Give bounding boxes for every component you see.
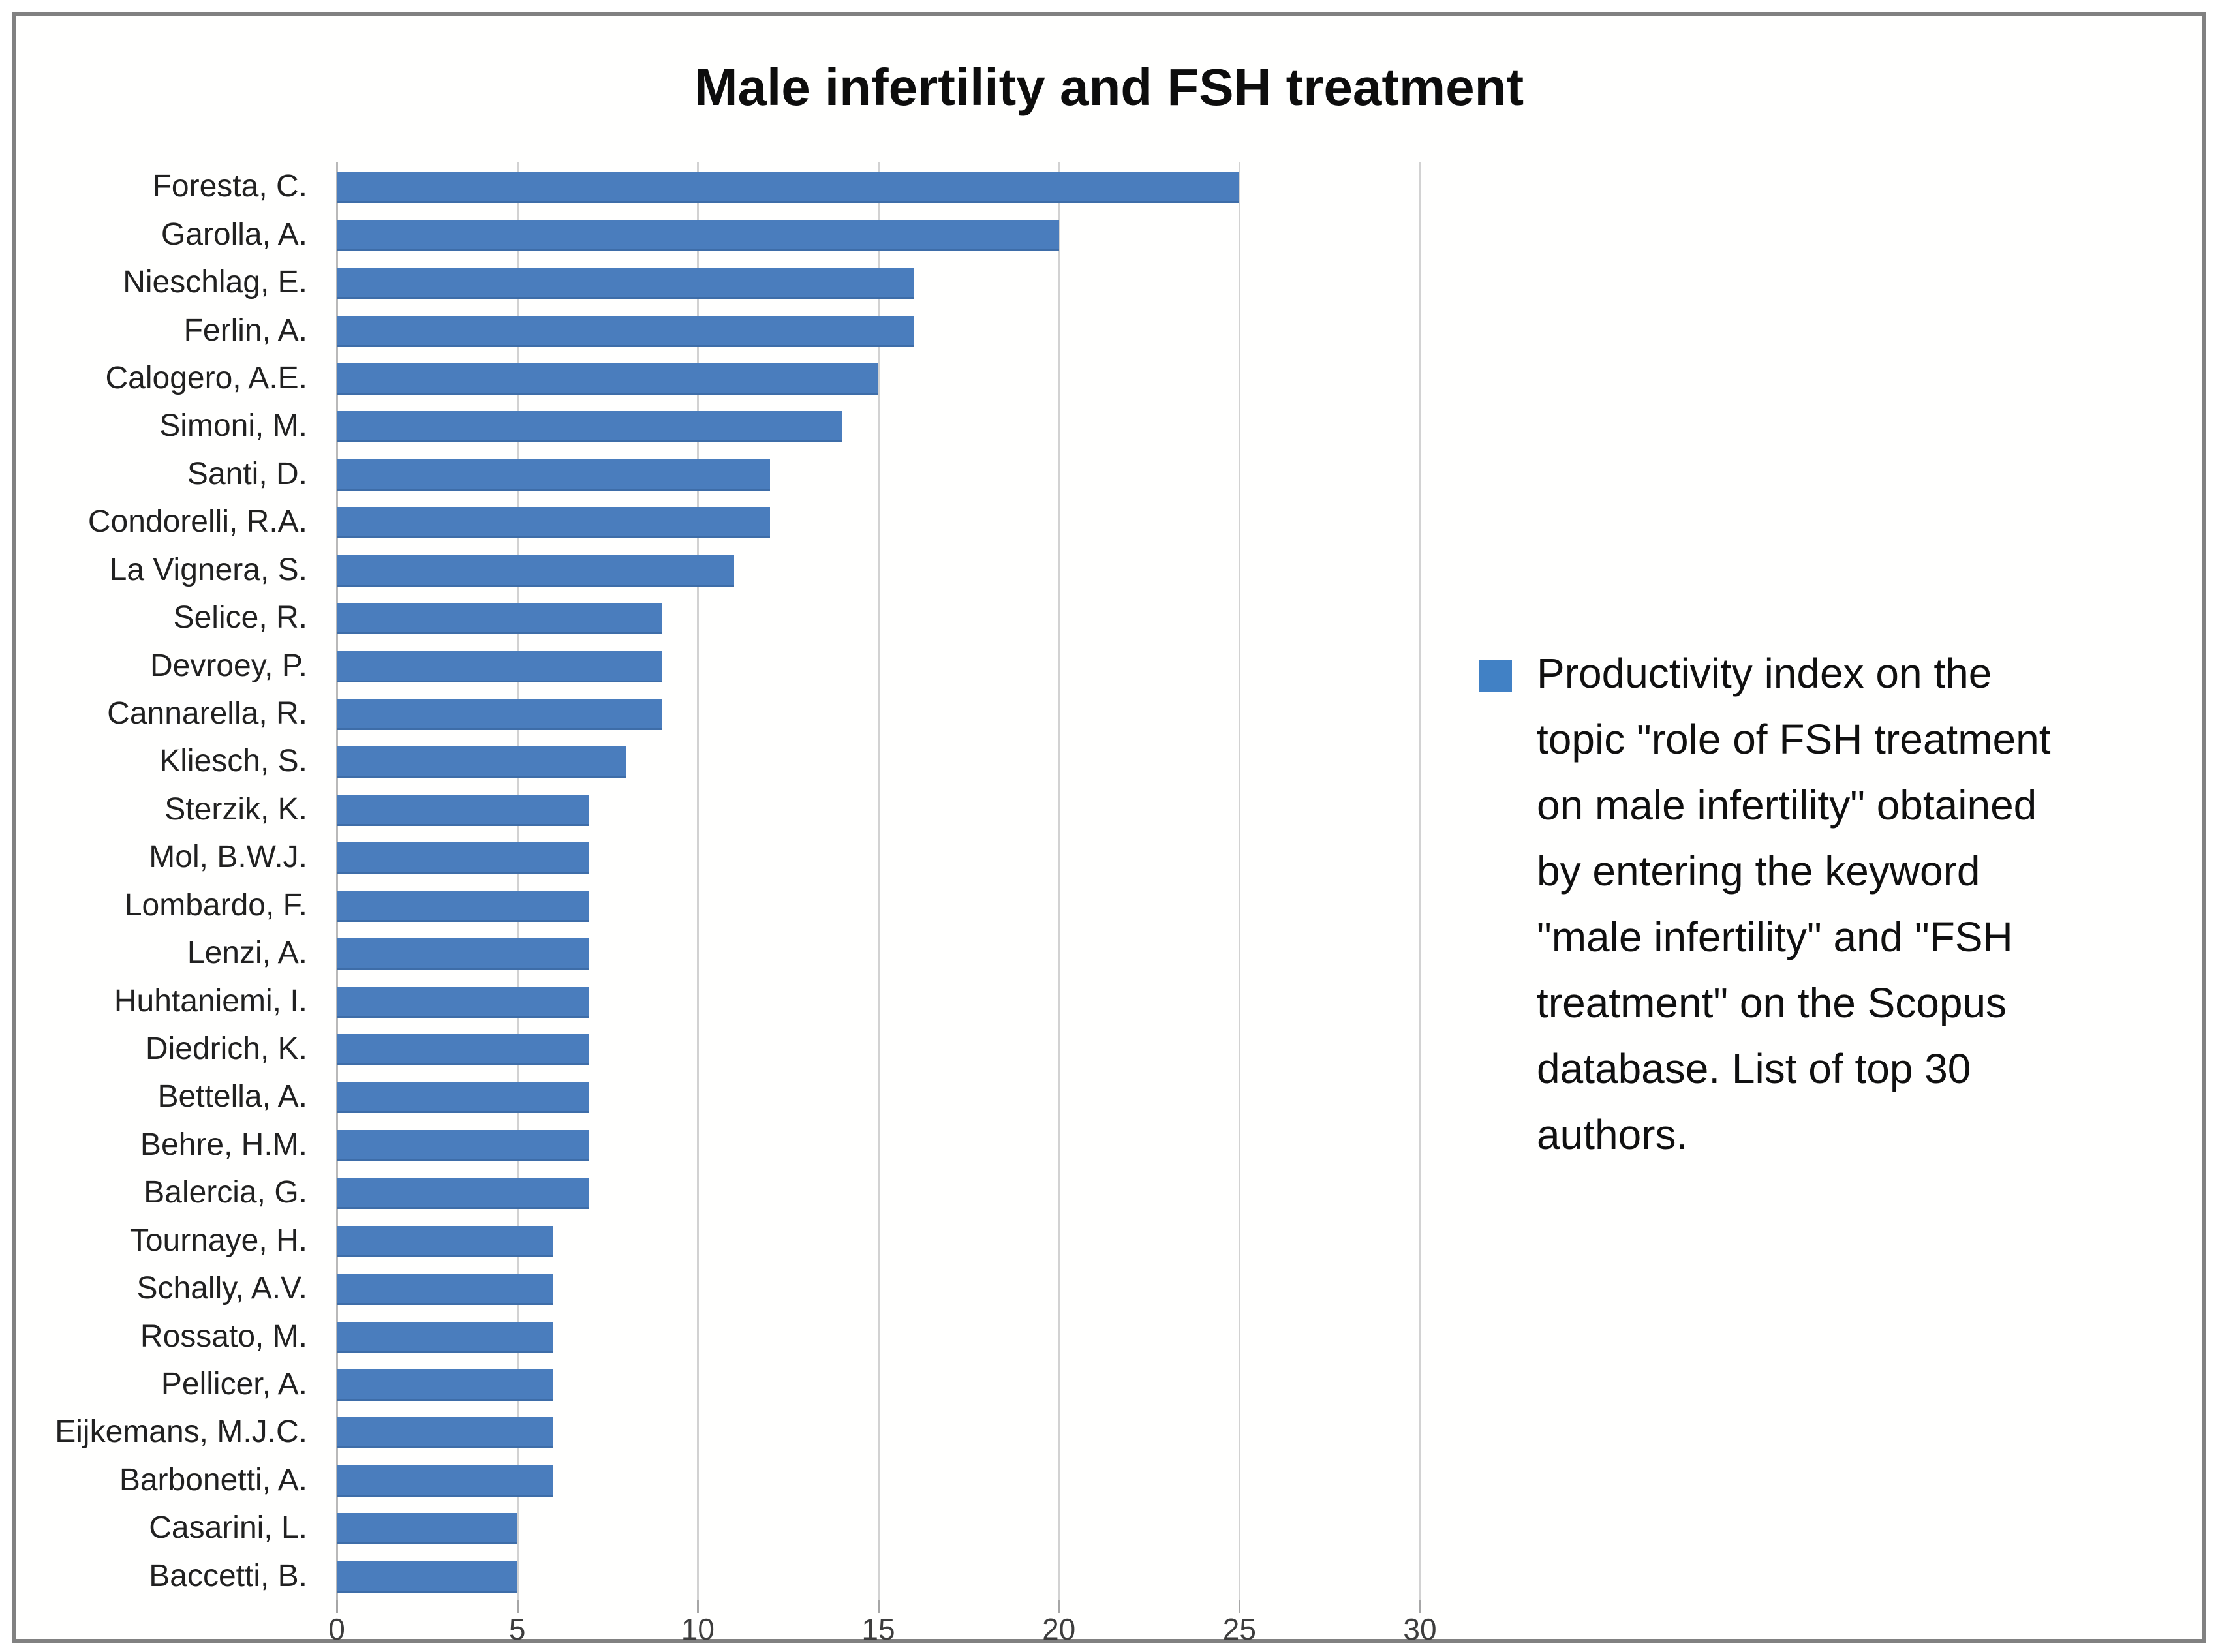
gridline-15	[878, 162, 880, 1600]
bar-santi-d	[337, 459, 770, 491]
bar-tournaye-h	[337, 1225, 553, 1257]
bar-casarini-l	[337, 1513, 517, 1545]
category-label: Simoni, M.	[159, 408, 307, 444]
bar-diedrich-k	[337, 1034, 590, 1066]
category-label: Baccetti, B.	[149, 1558, 307, 1593]
category-label: Huhtaniemi, I.	[114, 983, 307, 1018]
x-tick-mark-20	[1058, 1600, 1060, 1613]
gridline-5	[516, 162, 519, 1600]
bar-kliesch-s	[337, 746, 626, 778]
x-tick-label-20: 20	[1042, 1612, 1076, 1646]
chart-title: Male infertility and FSH treatment	[694, 58, 1524, 116]
category-label: Pellicer, A.	[161, 1367, 307, 1402]
category-label: Lenzi, A.	[187, 936, 307, 971]
bar-pellicer-a	[337, 1369, 553, 1401]
x-tick-label-30: 30	[1403, 1612, 1437, 1646]
legend: Productivity index on the topic "role of…	[1479, 641, 2217, 1168]
gridline-30	[1419, 162, 1421, 1600]
bar-garolla-a	[337, 219, 1059, 251]
category-label: Foresta, C.	[152, 169, 307, 204]
bar-mol-b-w-j	[337, 842, 590, 874]
category-label: Devroey, P.	[149, 648, 307, 683]
bar-baccetti-b	[337, 1561, 517, 1593]
bar-schally-a-v	[337, 1274, 553, 1306]
category-label: Balercia, G.	[144, 1175, 307, 1210]
x-tick-mark-25	[1239, 1600, 1241, 1613]
category-label: Selice, R.	[173, 600, 307, 635]
bar-sterzik-k	[337, 794, 590, 826]
category-label: Schally, A.V.	[136, 1271, 308, 1306]
x-tick-label-5: 5	[508, 1612, 526, 1646]
category-label: Behre, H.M.	[140, 1127, 307, 1162]
category-label: Mol, B.W.J.	[149, 840, 307, 875]
category-label: Casarini, L.	[149, 1510, 307, 1546]
category-label: La Vignera, S.	[109, 552, 307, 587]
x-tick-label-0: 0	[328, 1612, 345, 1646]
bar-behre-h-m	[337, 1129, 590, 1161]
bar-lenzi-a	[337, 938, 590, 970]
category-axis: Foresta, C. Garolla, A. Nieschlag, E. Ferli…	[42, 162, 307, 1600]
x-tick-mark-30	[1419, 1600, 1421, 1613]
bar-ferlin-a	[337, 315, 915, 347]
plot-area	[336, 162, 1421, 1600]
bar-foresta-c	[337, 172, 1240, 204]
x-tick-mark-0	[336, 1600, 338, 1613]
bar-calogero-a-e	[337, 363, 878, 395]
category-label: Garolla, A.	[161, 217, 307, 252]
category-label: Sterzik, K.	[164, 791, 307, 827]
bar-cannarella-r	[337, 698, 662, 730]
figure-frame: Male infertility and FSH treatment Fores…	[12, 12, 2206, 1646]
gridline-25	[1239, 162, 1241, 1600]
category-label: Rossato, M.	[140, 1319, 307, 1354]
category-label: Lombardo, F.	[124, 887, 307, 923]
x-tick-mark-5	[516, 1600, 519, 1613]
bar-rossato-m	[337, 1321, 553, 1353]
category-label: Santi, D.	[187, 456, 307, 491]
x-tick-label-25: 25	[1222, 1612, 1256, 1646]
category-label: Ferlin, A.	[183, 313, 307, 348]
bar-barbonetti-a	[337, 1465, 553, 1497]
bar-balercia-g	[337, 1178, 590, 1210]
category-label: Diedrich, K.	[145, 1032, 307, 1067]
category-label: Bettella, A.	[157, 1079, 307, 1114]
category-label: Eijkemans, M.J.C.	[55, 1415, 307, 1450]
bar-nieschlag-e	[337, 268, 915, 299]
gridline-0	[336, 162, 338, 1600]
bar-devroey-p	[337, 650, 662, 682]
bar-simoni-m	[337, 411, 842, 443]
x-tick-label-15: 15	[861, 1612, 895, 1646]
bar-huhtaniemi-i	[337, 986, 590, 1018]
category-label: Kliesch, S.	[159, 744, 307, 779]
x-tick-label-10: 10	[681, 1612, 715, 1646]
blue-square-icon	[1479, 660, 1512, 692]
category-label: Nieschlag, E.	[123, 265, 307, 300]
category-label: Barbonetti, A.	[119, 1462, 307, 1497]
bar-selice-r	[337, 603, 662, 635]
gridline-10	[697, 162, 700, 1600]
bar-lombardo-f	[337, 890, 590, 922]
bar-bettella-a	[337, 1082, 590, 1114]
legend-label: Productivity index on the topic "role of…	[1537, 650, 2051, 1158]
category-label: Tournaye, H.	[129, 1223, 307, 1258]
bar-condorelli-r-a	[337, 507, 770, 539]
gridline-20	[1058, 162, 1060, 1600]
x-tick-mark-15	[878, 1600, 880, 1613]
category-label: Condorelli, R.A.	[87, 504, 307, 540]
bar-la-vignera-s	[337, 555, 734, 587]
category-label: Cannarella, R.	[107, 696, 307, 731]
x-tick-mark-10	[697, 1600, 700, 1613]
bar-eijkemans-m-j-c	[337, 1417, 553, 1449]
category-label: Calogero, A.E.	[105, 360, 307, 395]
